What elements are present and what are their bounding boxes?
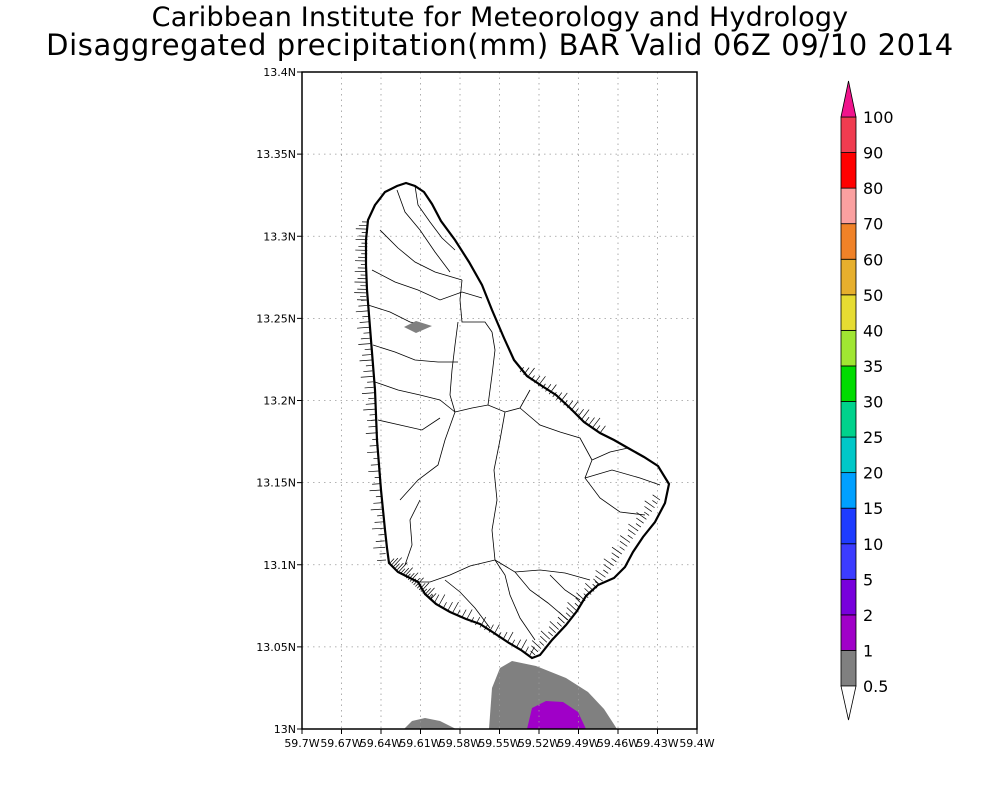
colorbar-label: 5	[863, 570, 873, 589]
lat-tick-label: 13.4N	[263, 66, 296, 79]
colorbar-label: 90	[863, 144, 883, 163]
lat-tick-label: 13.3N	[263, 230, 296, 243]
colorbar-label: 35	[863, 357, 883, 376]
colorbar-label: 2	[863, 606, 873, 625]
longitude-axis: 59.7W 59.67W59.64W59.61W59.58W59.55W59.52…	[284, 729, 715, 750]
colorbar-segment-15	[840, 507, 857, 545]
colorbar-segment-90	[840, 152, 857, 189]
colorbar-segment-100	[840, 116, 857, 153]
lon-tick-label: 59.64W	[360, 737, 402, 750]
colorbar-segment-60	[840, 258, 857, 296]
colorbar-segment-10	[840, 543, 857, 580]
colorbar-label: 80	[863, 179, 883, 198]
lon-tick-label: 59.52W	[518, 737, 560, 750]
precip-area-1mm-west	[404, 718, 456, 729]
barbados-outline	[354, 181, 671, 660]
lon-tick-label: 59.55W	[478, 737, 520, 750]
colorbar-segment-80	[840, 187, 857, 225]
lon-tick-label: 59.46W	[597, 737, 639, 750]
colorbar-label: 1	[863, 641, 873, 660]
colorbar-label: 25	[863, 428, 883, 447]
colorbar-top-arrow	[840, 80, 857, 118]
lat-tick-label: 13.15N	[256, 477, 296, 490]
precip-shading	[404, 661, 617, 729]
product-title: Disaggregated precipitation(mm) BAR Vali…	[46, 28, 954, 62]
coastal-drainage	[354, 221, 661, 656]
lon-tick-label: 59.58W	[439, 737, 481, 750]
colorbar-segment-30	[840, 401, 857, 438]
colorbar-label: 60	[863, 250, 883, 269]
precip-spot-west-coast	[404, 321, 432, 333]
institute-title: Caribbean Institute for Meteorology and …	[151, 2, 849, 33]
lon-tick-label: 59.4W	[679, 737, 714, 750]
lat-tick-label: 13.2N	[263, 395, 296, 408]
latitude-axis: 13.4N 13.35N 13.3N 13.25N 13.2N 13.15N 13.1N 13…	[256, 66, 302, 736]
colorbar-label: 50	[863, 286, 883, 305]
precip-area-1mm-east	[489, 661, 617, 729]
colorbar-segment-5	[840, 578, 857, 616]
colorbar-segment-20	[840, 472, 857, 509]
lat-tick-label: 13.35N	[256, 148, 296, 161]
colorbar-segment-2	[840, 614, 857, 651]
colorbar-segment-1	[840, 650, 857, 687]
colorbar-segment-70	[840, 223, 857, 260]
colorbar-label: 20	[863, 464, 883, 483]
colorbar-bottom-arrow	[840, 685, 857, 721]
colorbar-label: 0.5	[863, 677, 888, 696]
precip-area-2mm	[527, 701, 586, 729]
lon-tick-label: 59.7W	[284, 737, 319, 750]
colorbar-label: 15	[863, 499, 883, 518]
lon-tick-label: 59.61W	[399, 737, 441, 750]
colorbar-label: 30	[863, 393, 883, 412]
lon-tick-label: 59.49W	[557, 737, 599, 750]
colorbar-segment-50	[840, 294, 857, 331]
colorbar-label: 70	[863, 215, 883, 234]
colorbar-label: 100	[863, 108, 894, 127]
watershed-lines	[367, 185, 661, 641]
lon-tick-label: 59.43W	[636, 737, 678, 750]
colorbar-label: 10	[863, 535, 883, 554]
lon-tick-label: 59.67W	[320, 737, 362, 750]
lat-tick-label: 13.05N	[256, 641, 296, 654]
colorbar-segment-40	[840, 329, 857, 367]
colorbar-label: 40	[863, 321, 883, 340]
map-panel	[301, 71, 698, 730]
lat-tick-label: 13N	[274, 723, 296, 736]
colorbar-segment-25	[840, 436, 857, 474]
lat-tick-label: 13.25N	[256, 312, 296, 325]
lat-tick-label: 13.1N	[263, 559, 296, 572]
colorbar-segment-35	[840, 365, 857, 402]
